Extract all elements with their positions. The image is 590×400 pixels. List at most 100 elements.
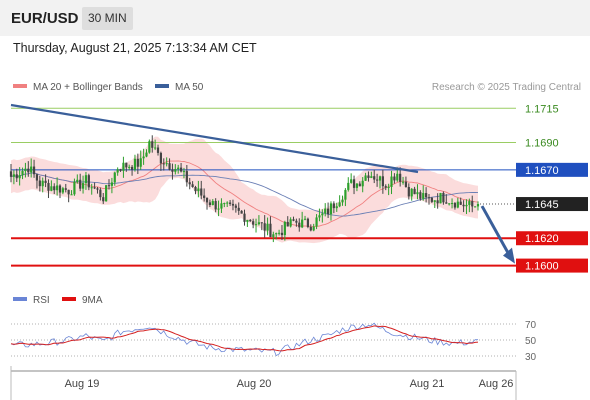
candle-body	[341, 199, 344, 203]
candle-body	[303, 218, 307, 220]
candle-body	[384, 186, 387, 188]
candle-body	[125, 162, 128, 168]
candle-body	[246, 219, 249, 222]
candle-body	[401, 181, 405, 183]
candle-body	[84, 175, 88, 184]
symbol-label: EUR/USD	[11, 10, 79, 27]
candle-body	[338, 202, 341, 207]
candle-body	[203, 195, 206, 198]
candle-body	[110, 182, 113, 186]
candle-body	[64, 188, 67, 190]
candle-body	[226, 202, 229, 204]
candle-body	[425, 193, 428, 198]
candle-body	[197, 188, 200, 192]
candle-body	[257, 222, 261, 225]
candle-body	[113, 172, 116, 183]
candle-body	[404, 181, 408, 187]
candle-body	[41, 180, 44, 187]
candle-body	[38, 180, 41, 187]
bollinger-band-fill	[11, 136, 478, 244]
candle-body	[136, 158, 139, 167]
candle-body	[67, 189, 70, 195]
candle-body	[318, 215, 321, 218]
candle-body	[419, 192, 422, 199]
x-tick-aug-26: Aug 26	[479, 378, 514, 390]
candle-body	[12, 174, 15, 177]
ma20-legend-label: MA 20 + Bollinger Bands	[33, 82, 143, 93]
candle-body	[35, 174, 39, 181]
level-label-bg-1.1670	[516, 162, 588, 177]
candle-body	[243, 213, 246, 222]
level-label-1.1670: 1.1670	[525, 165, 559, 177]
candle-body	[474, 206, 477, 208]
candle-body	[456, 201, 459, 208]
candle-body	[159, 152, 163, 164]
candle-body	[301, 219, 304, 228]
candle-body	[445, 202, 448, 204]
candle-body	[105, 185, 108, 202]
candle-body	[119, 169, 122, 171]
candle-body	[188, 182, 191, 185]
candle-body	[252, 221, 255, 225]
candle-body	[30, 166, 33, 173]
candle-body	[260, 222, 263, 224]
candle-body	[148, 141, 151, 153]
main-legend: MA 20 + Bollinger Bands MA 50 Research ©…	[13, 82, 581, 93]
overlays	[10, 103, 515, 264]
candle-body	[324, 208, 327, 214]
candle-body	[79, 179, 82, 189]
candle-body	[254, 224, 258, 226]
price-levels	[11, 107, 516, 267]
candle-body	[378, 176, 382, 181]
candle-body	[177, 167, 180, 170]
candle-body	[9, 171, 13, 177]
price-labels: 1.1715 1.1690 1.1670 1.1645 1.1620 1.1600	[516, 103, 588, 273]
candle-body	[122, 162, 125, 171]
level-label-bg-1.1600	[516, 258, 588, 273]
candle-body	[47, 182, 50, 191]
candle-body	[116, 169, 119, 173]
candle-body	[208, 202, 212, 206]
candle-body	[128, 166, 131, 168]
candle-body	[399, 173, 402, 182]
candle-body	[416, 192, 419, 195]
candle-body	[96, 188, 99, 190]
candle-body	[450, 203, 454, 205]
candle-body	[430, 197, 433, 202]
candle-body	[275, 233, 278, 235]
candle-body	[286, 221, 289, 227]
candle-body	[390, 176, 393, 187]
x-tick-aug-21: Aug 21	[410, 378, 445, 390]
level-label-bg-1.1645	[516, 197, 588, 212]
candle-body	[231, 203, 235, 206]
candle-body	[306, 218, 310, 228]
candle-body	[453, 203, 457, 208]
candle-body	[165, 163, 168, 165]
candle-body	[200, 188, 203, 196]
rsi-legend-swatch	[13, 297, 27, 301]
candle-body	[185, 171, 188, 183]
candle-body	[81, 183, 85, 189]
candle-body	[142, 156, 145, 159]
timeframe-button[interactable]: 30 MIN	[82, 7, 133, 30]
candle-body	[321, 213, 324, 216]
candle-body	[422, 193, 425, 199]
trend-line	[10, 103, 419, 174]
candle-body	[214, 201, 217, 210]
candle-body	[240, 210, 243, 214]
candle-body	[448, 203, 451, 205]
candle-body	[347, 182, 350, 190]
candle-body	[410, 188, 413, 197]
candle-body	[263, 223, 266, 231]
candle-body	[370, 176, 373, 178]
candle-body	[344, 189, 347, 200]
candle-body	[393, 176, 396, 181]
candle-body	[217, 208, 220, 210]
level-label-1.1645: 1.1645	[525, 199, 559, 211]
candle-body	[272, 234, 275, 238]
rsi-tick-50: 50	[525, 336, 537, 347]
candle-body	[289, 219, 292, 227]
candle-body	[433, 200, 436, 202]
candle-body	[329, 203, 333, 215]
candle-body	[298, 222, 301, 228]
